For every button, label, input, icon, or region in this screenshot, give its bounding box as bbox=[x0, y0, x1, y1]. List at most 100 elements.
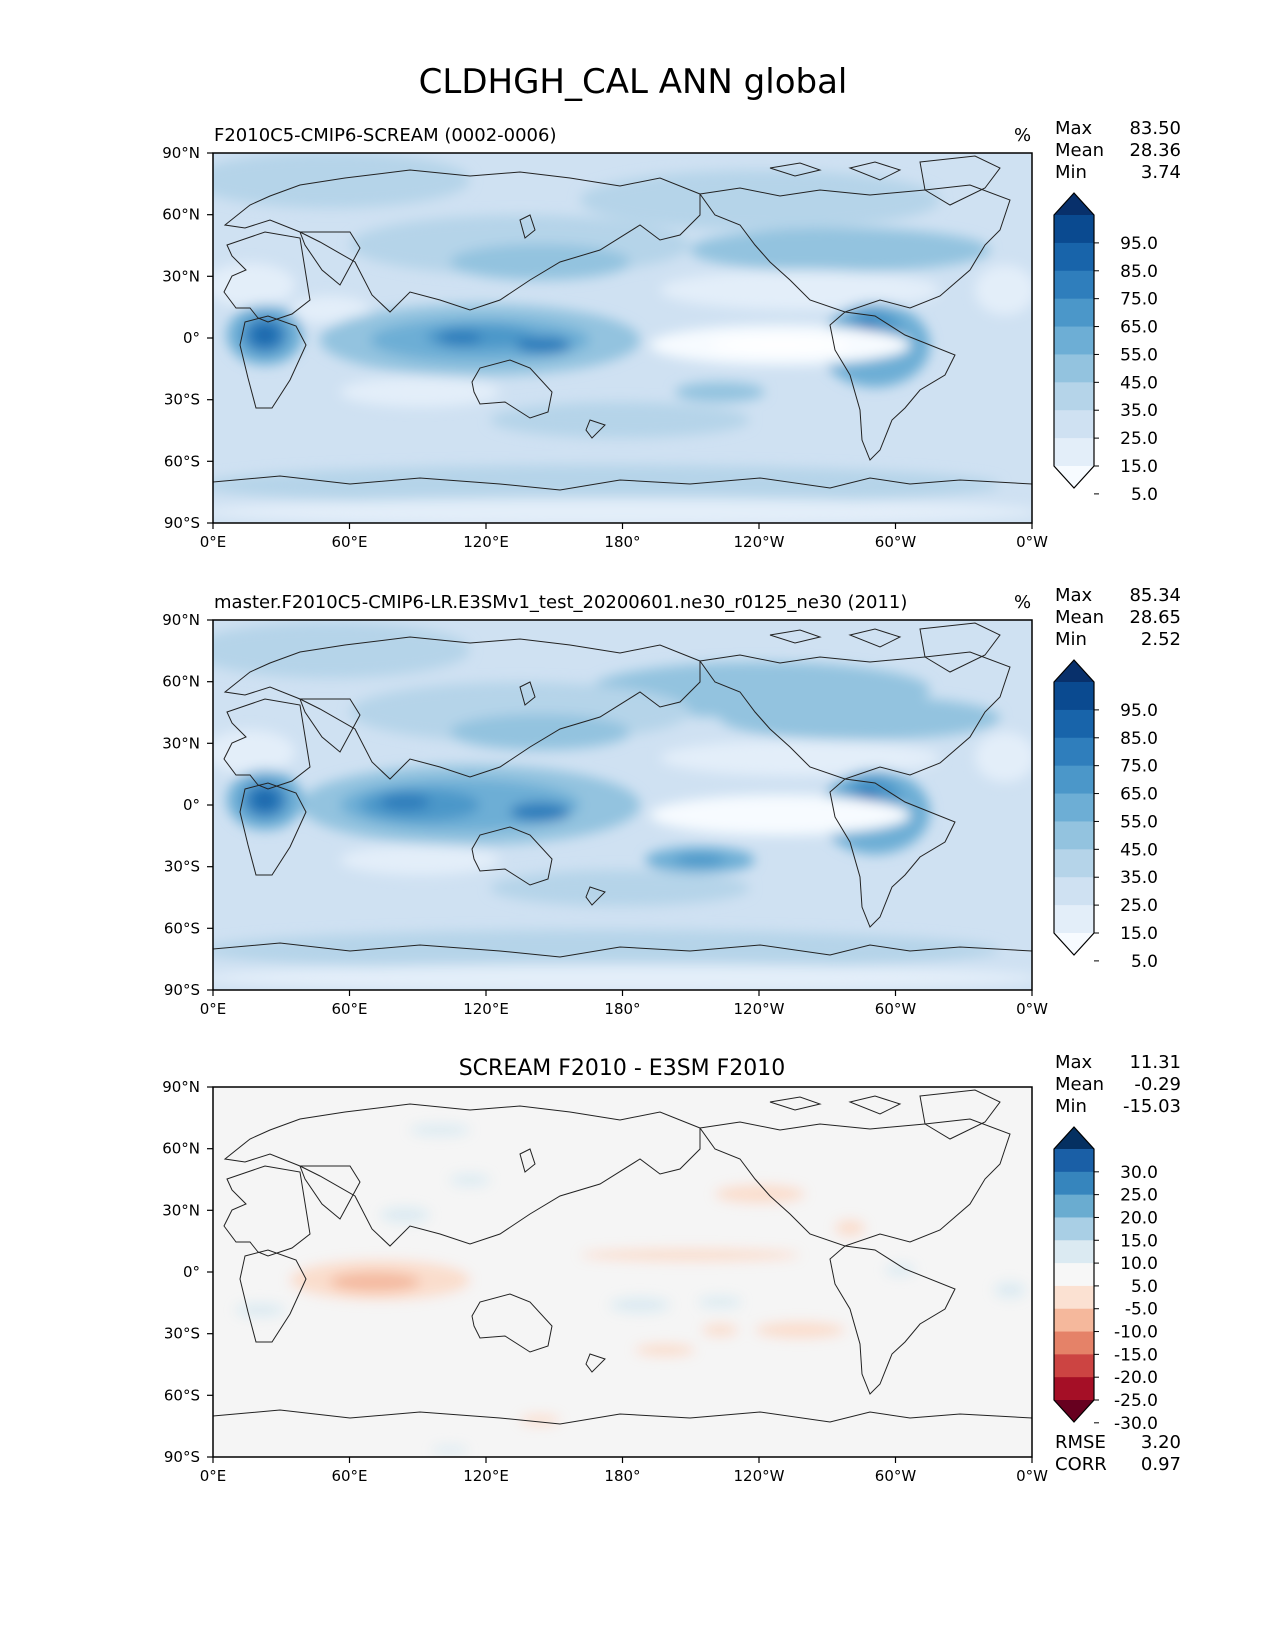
coastlines bbox=[213, 1089, 1032, 1425]
colorbar-tick-label: -30.0 bbox=[1114, 1414, 1158, 1434]
colorbar-tick-label: 25.0 bbox=[1120, 896, 1158, 916]
lon-tick-label: 120°W bbox=[734, 1000, 785, 1018]
stats-block: Max 83.50 Mean 28.36 Min 3.74 bbox=[1055, 118, 1181, 183]
lat-tick-labels: 90°N 60°N 30°N 0° 30°S 60°S 90°S bbox=[162, 611, 200, 999]
colorbar-extend-low bbox=[1054, 466, 1094, 488]
colorbar-tick-label: 15.0 bbox=[1120, 1231, 1158, 1251]
lat-tick-label: 90°N bbox=[162, 1078, 200, 1096]
colorbar-extend-high bbox=[1054, 1127, 1094, 1149]
lon-tick-label: 60°E bbox=[331, 533, 367, 551]
lon-tick-label: 120°W bbox=[734, 1467, 785, 1485]
lon-tick-label: 60°E bbox=[331, 1000, 367, 1018]
lat-tick-label: 30°S bbox=[164, 858, 200, 876]
colorbar-tick-label: -5.0 bbox=[1125, 1300, 1158, 1320]
lat-tick-label: 60°N bbox=[162, 673, 200, 691]
lat-tick-label: 30°S bbox=[164, 391, 200, 409]
panel-diff: SCREAM F2010 - E3SM F2010 Max 11.31 Mean… bbox=[162, 1052, 1181, 1485]
lon-tick-label: 0°W bbox=[1016, 533, 1048, 551]
map-area bbox=[213, 1087, 1032, 1457]
lon-tick-label: 0°E bbox=[200, 533, 227, 551]
colorbar-tick-label: 5.0 bbox=[1131, 1277, 1158, 1297]
colorbar-tick-label: 55.0 bbox=[1120, 812, 1158, 832]
colorbar-tick-label: -25.0 bbox=[1114, 1391, 1158, 1411]
lat-tick-label: 60°S bbox=[164, 452, 200, 470]
stat-value: 83.50 bbox=[1129, 118, 1181, 139]
stat-value: 3.74 bbox=[1141, 162, 1181, 183]
colorbar-tick-label: 95.0 bbox=[1120, 701, 1158, 721]
colorbar-bin bbox=[1054, 215, 1094, 244]
colorbar-tick-label: 20.0 bbox=[1120, 1208, 1158, 1228]
stat-value: 85.34 bbox=[1129, 585, 1181, 606]
colorbar-tick-label: 25.0 bbox=[1120, 1186, 1158, 1206]
colorbar-tick-label: 5.0 bbox=[1131, 952, 1158, 972]
colorbar-bin bbox=[1054, 793, 1094, 822]
lon-tick-labels: 0°E 60°E 120°E 180° 120°W 60°W 0°W bbox=[200, 533, 1048, 551]
panel-units: % bbox=[1014, 592, 1031, 613]
panel-units: % bbox=[1014, 125, 1031, 146]
map-area bbox=[213, 153, 1032, 523]
colorbar-bin bbox=[1054, 821, 1094, 850]
lon-tick-label: 0°E bbox=[200, 1000, 227, 1018]
colorbar-extend-high bbox=[1054, 193, 1094, 215]
stat-label: Mean bbox=[1055, 1074, 1104, 1095]
lat-tick-label: 30°S bbox=[164, 1325, 200, 1343]
colorbar-tick-label: 85.0 bbox=[1120, 729, 1158, 749]
panel-ref: master.F2010C5-CMIP6-LR.E3SMv1_test_2020… bbox=[162, 585, 1181, 1018]
colorbar-bin bbox=[1054, 382, 1094, 411]
lon-tick-label: 120°E bbox=[463, 1467, 509, 1485]
stats-block: Max 11.31 Mean -0.29 Min -15.03 bbox=[1055, 1052, 1181, 1117]
lat-tick-label: 90°S bbox=[164, 1448, 200, 1466]
stat-label: Max bbox=[1055, 1052, 1093, 1073]
colorbar-tick-label: 75.0 bbox=[1120, 757, 1158, 777]
colorbar-bin bbox=[1054, 1149, 1094, 1173]
colorbar-bin bbox=[1054, 765, 1094, 795]
colorbar-bin bbox=[1054, 1331, 1094, 1355]
lat-tick-label: 0° bbox=[183, 1263, 200, 1281]
colorbar-bin bbox=[1054, 1171, 1094, 1196]
lon-tick-label: 180° bbox=[604, 533, 640, 551]
colorbar-tick-label: -15.0 bbox=[1114, 1345, 1158, 1365]
panel-title: SCREAM F2010 - E3SM F2010 bbox=[459, 1056, 786, 1081]
colorbar-tick-label: 45.0 bbox=[1120, 840, 1158, 860]
colorbar-tick-label: 15.0 bbox=[1120, 457, 1158, 477]
lat-tick-label: 0° bbox=[183, 796, 200, 814]
colorbar: 95.0 85.0 75.0 65.0 55.0 45.0 35.0 25.0 15.0 5.0 bbox=[1053, 659, 1158, 972]
stat-value: -15.03 bbox=[1123, 1096, 1181, 1117]
stat-value: 11.31 bbox=[1129, 1052, 1181, 1073]
figure-title: CLDHGH_CAL ANN global bbox=[419, 62, 848, 102]
lat-tick-label: 30°N bbox=[162, 267, 200, 285]
colorbar-bin bbox=[1054, 1308, 1094, 1333]
colorbar-extend-low bbox=[1054, 1400, 1094, 1422]
lon-tick-label: 0°W bbox=[1016, 1000, 1048, 1018]
colorbar-bin bbox=[1054, 410, 1094, 439]
colorbar-bin bbox=[1054, 1354, 1094, 1378]
stat-value: 2.52 bbox=[1141, 629, 1181, 650]
colorbar-tick-label: 55.0 bbox=[1120, 345, 1158, 365]
stat-label: Min bbox=[1055, 629, 1087, 650]
colorbar: 95.0 85.0 75.0 65.0 55.0 45.0 35.0 25.0 15.0 5.0 bbox=[1053, 192, 1158, 505]
lon-tick-label: 60°W bbox=[875, 533, 917, 551]
colorbar-tick-label: 10.0 bbox=[1120, 1254, 1158, 1274]
stat-value: 0.97 bbox=[1141, 1454, 1181, 1475]
colorbar-bin bbox=[1054, 905, 1094, 934]
lat-tick-labels: 90°N 60°N 30°N 0° 30°S 60°S 90°S bbox=[162, 144, 200, 532]
lon-tick-label: 0°E bbox=[200, 1467, 227, 1485]
lon-tick-label: 0°W bbox=[1016, 1467, 1048, 1485]
stat-value: 3.20 bbox=[1141, 1432, 1181, 1453]
lon-tick-label: 180° bbox=[604, 1467, 640, 1485]
colorbar-tick-label: 75.0 bbox=[1120, 290, 1158, 310]
coastlines bbox=[213, 622, 1032, 958]
stat-label: Min bbox=[1055, 162, 1087, 183]
colorbar-tick-label: 5.0 bbox=[1131, 485, 1158, 505]
colorbar-tick-label: -10.0 bbox=[1114, 1323, 1158, 1343]
colorbar-tick-label: 15.0 bbox=[1120, 924, 1158, 944]
colorbar-tick-label: 45.0 bbox=[1120, 373, 1158, 393]
lon-tick-labels: 0°E 60°E 120°E 180° 120°W 60°W 0°W bbox=[200, 1467, 1048, 1485]
stat-value: -0.29 bbox=[1134, 1074, 1181, 1095]
colorbar-tick-label: -20.0 bbox=[1114, 1368, 1158, 1388]
colorbar-bin bbox=[1054, 326, 1094, 355]
colorbar-bin bbox=[1054, 682, 1094, 711]
stat-value: 28.65 bbox=[1129, 607, 1181, 628]
lat-tick-label: 90°S bbox=[164, 514, 200, 532]
lat-tick-label: 60°N bbox=[162, 1140, 200, 1158]
